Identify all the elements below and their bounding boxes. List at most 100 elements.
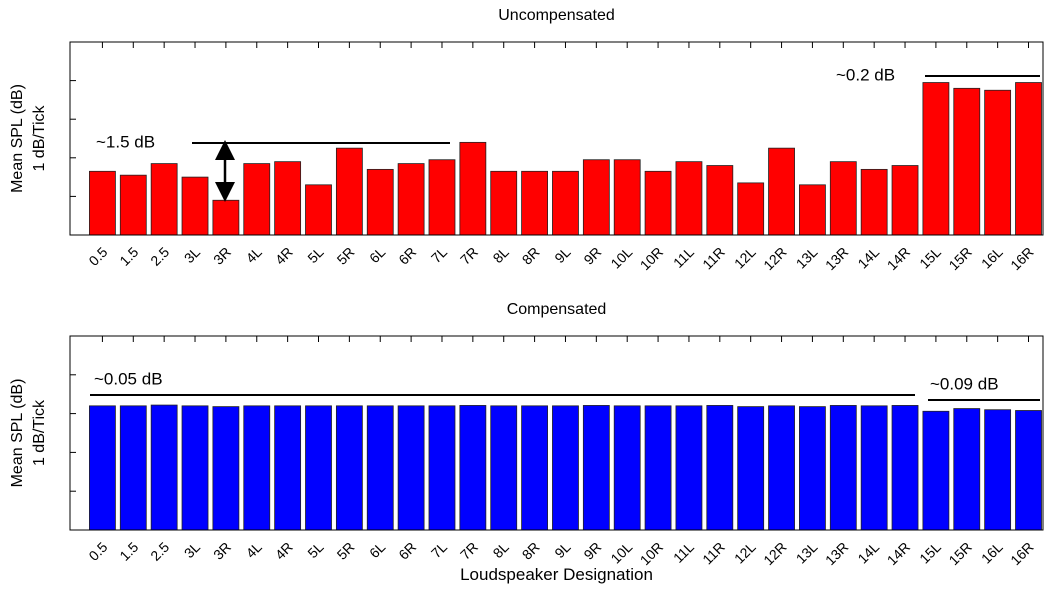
- bar: [953, 408, 981, 531]
- x-tick-label: 16L: [978, 244, 1006, 272]
- x-tick-label: 3R: [210, 539, 234, 563]
- bar: [984, 409, 1012, 531]
- x-tick-label: 16L: [978, 539, 1006, 567]
- bar: [521, 170, 548, 236]
- bar: [181, 176, 209, 236]
- bar: [768, 147, 795, 236]
- bar: [860, 405, 888, 531]
- y-axis-label: 1 dB/Tick: [31, 104, 48, 171]
- x-tick-label: 11R: [699, 244, 728, 273]
- x-tick-label: 0.5: [85, 539, 110, 564]
- x-tick-label: 13L: [793, 539, 821, 567]
- x-tick-label: 6R: [395, 539, 419, 563]
- annotation: ~1.5 dB: [96, 132, 155, 151]
- x-tick-label: 7L: [428, 244, 450, 266]
- x-tick-label: 15L: [916, 539, 944, 567]
- x-tick-label: 5R: [334, 244, 358, 268]
- bar: [644, 405, 672, 531]
- bar: [181, 405, 209, 531]
- bar: [582, 159, 610, 236]
- bar: [89, 405, 116, 531]
- bar: [459, 405, 487, 531]
- bar: [366, 405, 394, 531]
- x-tick-label: 2.5: [147, 539, 172, 564]
- x-tick-label: 12R: [760, 244, 789, 273]
- bar: [1015, 82, 1042, 236]
- bar: [305, 405, 332, 531]
- bar: [243, 405, 271, 531]
- x-tick-label: 14R: [884, 539, 913, 568]
- x-tick-label: 15R: [945, 244, 974, 273]
- x-tick-label: 0.5: [85, 244, 110, 269]
- plot-frame: [69, 335, 1044, 531]
- x-tick-label: 14L: [854, 244, 882, 272]
- x-tick-label: 8L: [490, 539, 512, 561]
- bar: [984, 89, 1012, 236]
- bar: [397, 405, 425, 531]
- x-tick-label: 10R: [637, 244, 666, 273]
- x-tick-label: 12R: [760, 539, 789, 568]
- bar: [891, 405, 919, 531]
- x-tick-label: 5L: [304, 244, 326, 266]
- bar: [1015, 410, 1042, 531]
- y-axis-label: Mean SPL (dB): [9, 379, 26, 488]
- y-axis-label: 1 dB/Tick: [31, 399, 48, 466]
- bar: [552, 405, 579, 531]
- bar: [366, 168, 394, 236]
- x-tick-label: 9R: [580, 539, 604, 563]
- bar: [860, 168, 888, 236]
- x-tick-label: 13R: [822, 539, 851, 568]
- bar: [706, 405, 734, 531]
- bar: [891, 165, 919, 236]
- annotation: ~0.2 dB: [836, 65, 895, 84]
- x-tick-label: 14R: [884, 244, 913, 273]
- bar: [552, 170, 579, 236]
- annotation: ~0.05 dB: [94, 369, 163, 388]
- x-tick-label: 16R: [1007, 539, 1036, 568]
- bar: [706, 165, 734, 236]
- x-tick-label: 1.5: [116, 539, 141, 564]
- bar: [737, 182, 765, 236]
- x-tick-label: 16R: [1007, 244, 1036, 273]
- x-tick-label: 12L: [731, 244, 759, 272]
- bar: [150, 163, 178, 236]
- x-tick-label: 6L: [366, 539, 388, 561]
- bar: [335, 405, 363, 531]
- plot-frame: [69, 41, 1044, 236]
- x-tick-label: 6R: [395, 244, 419, 268]
- x-tick-label: 4R: [272, 539, 296, 563]
- y-axis-label: Mean SPL (dB): [9, 84, 26, 193]
- x-tick-label: 10L: [607, 244, 635, 272]
- x-tick-label: 10R: [637, 539, 666, 568]
- chart-title: Compensated: [507, 301, 607, 318]
- bar: [613, 159, 641, 236]
- x-tick-label: 3R: [210, 244, 234, 268]
- x-tick-label: 9L: [551, 539, 573, 561]
- x-tick-label: 8L: [490, 244, 512, 266]
- bar: [119, 174, 147, 236]
- bar: [397, 163, 425, 236]
- bar: [305, 184, 332, 236]
- bar: [89, 170, 116, 236]
- x-tick-label: 10L: [607, 539, 635, 567]
- bar: [799, 406, 826, 531]
- bar: [243, 163, 271, 236]
- x-tick-label: 14L: [854, 539, 882, 567]
- x-tick-label: 4L: [243, 539, 265, 561]
- bar: [150, 404, 178, 531]
- bar: [428, 405, 456, 531]
- x-tick-label: 5R: [334, 539, 358, 563]
- x-tick-label: 13L: [793, 244, 821, 272]
- bar: [459, 141, 487, 236]
- bar: [212, 406, 240, 531]
- x-tick-label: 1.5: [116, 244, 141, 269]
- x-tick-label: 7L: [428, 539, 450, 561]
- bar: [274, 405, 302, 531]
- bar: [644, 170, 672, 236]
- x-tick-label: 7R: [457, 539, 481, 563]
- x-tick-label: 9R: [580, 244, 604, 268]
- x-tick-label: 11L: [670, 539, 697, 566]
- x-tick-label: 11R: [699, 539, 728, 568]
- bar: [613, 405, 641, 531]
